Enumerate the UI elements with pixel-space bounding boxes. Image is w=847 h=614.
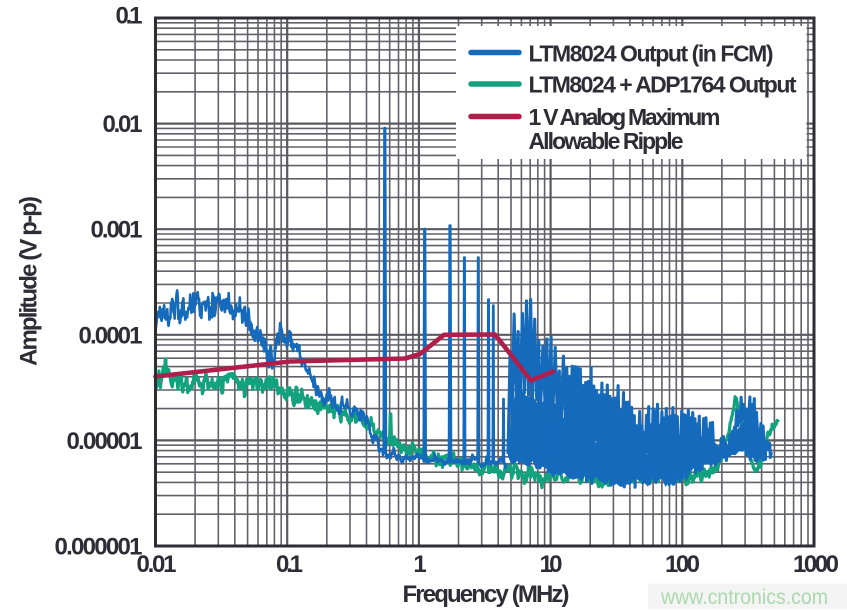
svg-text:1: 1 xyxy=(413,551,426,578)
svg-text:Allowable Ripple: Allowable Ripple xyxy=(529,128,684,154)
svg-text:Frequency (MHz): Frequency (MHz) xyxy=(403,581,570,608)
svg-text:0.1: 0.1 xyxy=(276,551,303,578)
svg-text:0.0001: 0.0001 xyxy=(79,322,143,349)
svg-text:0.000001: 0.000001 xyxy=(55,534,143,561)
svg-text:LTM8024 + ADP1764 Output: LTM8024 + ADP1764 Output xyxy=(529,72,797,98)
svg-text:1 V Analog Maximum: 1 V Analog Maximum xyxy=(529,104,721,130)
svg-text:LTM8024 Output (in FCM): LTM8024 Output (in FCM) xyxy=(529,41,774,67)
svg-text:1000: 1000 xyxy=(793,551,839,578)
svg-text:0.001: 0.001 xyxy=(91,217,143,244)
svg-text:10: 10 xyxy=(540,551,563,578)
svg-text:0.01: 0.01 xyxy=(137,551,177,578)
svg-text:100: 100 xyxy=(665,551,700,578)
svg-text:www.cntronics.com: www.cntronics.com xyxy=(660,586,828,609)
svg-text:Amplitude (V p-p): Amplitude (V p-p) xyxy=(16,196,43,366)
svg-text:0.1: 0.1 xyxy=(116,3,143,30)
svg-text:0.00001: 0.00001 xyxy=(67,428,143,455)
svg-text:0.01: 0.01 xyxy=(103,111,143,138)
